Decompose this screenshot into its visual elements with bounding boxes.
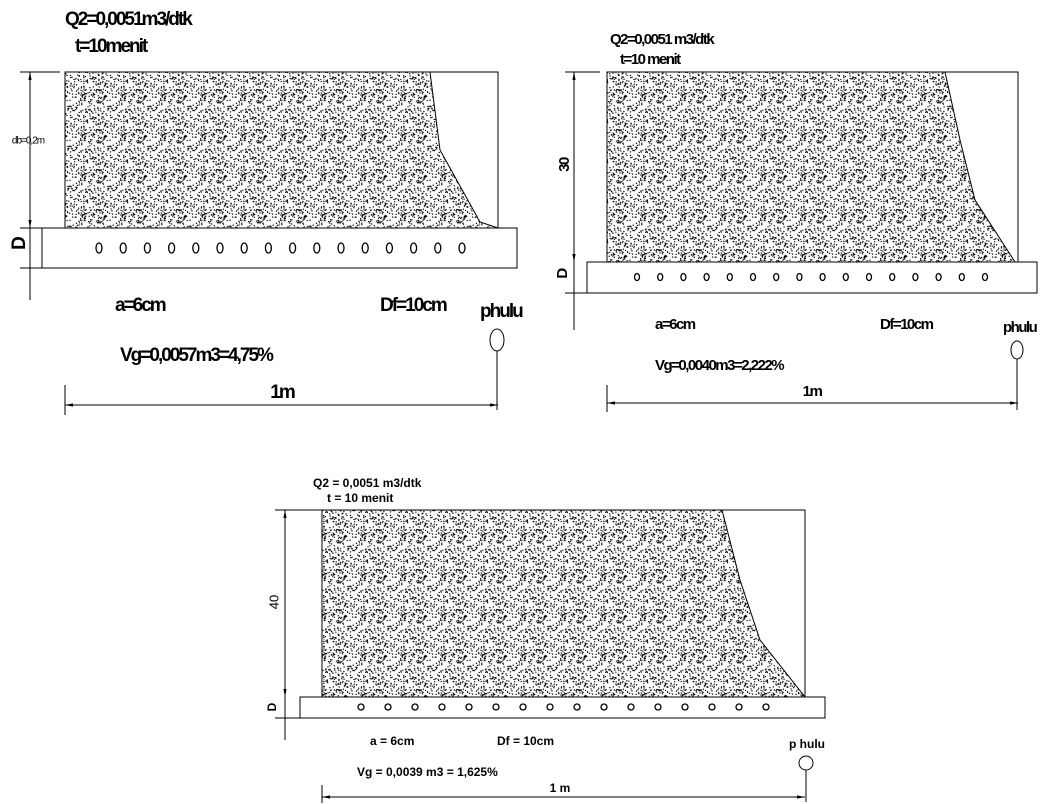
- shape: [361, 242, 369, 254]
- shape: [657, 272, 664, 282]
- shape: [773, 272, 780, 282]
- shape: [935, 272, 942, 282]
- shape: [264, 242, 273, 254]
- volume: Vg=0,0040m3=2,222%: [655, 357, 784, 374]
- shape: [409, 242, 418, 254]
- discharge: Q2=0,0051 m3/dtk: [610, 31, 715, 48]
- shape: [385, 242, 394, 254]
- piezometer: [1010, 340, 1024, 360]
- shape: [573, 703, 581, 711]
- time: t = 10 menit: [327, 491, 393, 505]
- volume: Vg=0,0057m3=4,75%: [120, 345, 274, 366]
- shape: [708, 703, 716, 711]
- shape: [680, 272, 687, 282]
- diameter: Df = 10cm: [497, 734, 554, 748]
- holes: [95, 242, 466, 254]
- upstream: p hulu: [789, 737, 825, 751]
- piezometer: [489, 328, 505, 352]
- shape: [465, 703, 473, 711]
- discharge: Q2 = 0,0051 m3/dtk: [313, 476, 422, 490]
- shape: [749, 272, 757, 282]
- pipe-label: D: [554, 268, 571, 279]
- diameter: Df=10cm: [380, 295, 447, 316]
- shape: [703, 272, 710, 282]
- height: db=0,2m: [12, 136, 45, 147]
- shape: [627, 703, 635, 711]
- sediment: [64, 71, 499, 229]
- pipe: [586, 261, 1038, 294]
- shape: [337, 242, 345, 254]
- shape: [313, 242, 321, 254]
- piezometer: [798, 755, 814, 771]
- volume: Vg = 0,0039 m3 = 1,625%: [357, 765, 498, 779]
- shape: [216, 242, 224, 254]
- shape: [411, 703, 419, 711]
- upstream: phulu: [480, 301, 523, 322]
- shape: [981, 272, 989, 282]
- shape: [546, 703, 554, 711]
- shape: [958, 272, 965, 282]
- shape: [492, 703, 500, 711]
- shape: [240, 242, 248, 254]
- holes: [633, 272, 989, 282]
- width: 1 m: [550, 781, 571, 795]
- time: t=10menit: [75, 36, 149, 57]
- shape: [288, 242, 297, 254]
- sediment: [321, 509, 807, 698]
- holes: [357, 703, 770, 711]
- panel: Q2 = 0,0051 m3/dtk t = 10 menit 40 D a =…: [265, 476, 826, 803]
- pipe-label: D: [265, 702, 279, 711]
- spacing: a=6cm: [115, 295, 166, 316]
- shape: [438, 703, 446, 711]
- pipe-label: D: [9, 237, 30, 250]
- shape: [458, 242, 466, 254]
- time: t=10 menit: [620, 51, 681, 68]
- diameter: Df=10cm: [880, 316, 934, 333]
- height: 40: [266, 595, 281, 609]
- shape: [143, 242, 152, 254]
- shape: [796, 272, 803, 282]
- shape: [384, 703, 392, 711]
- panel: Q2=0,0051m3/dtk t=10menit db=0,2m D a=6c…: [9, 9, 525, 415]
- shape: [633, 272, 641, 282]
- shape: [726, 272, 733, 282]
- shape: [434, 242, 442, 254]
- shape: [889, 272, 896, 282]
- width: 1m: [270, 382, 295, 403]
- shape: [167, 242, 176, 254]
- shape: [600, 703, 608, 711]
- sediment: [606, 71, 1016, 263]
- shape: [192, 242, 200, 254]
- shape: [519, 703, 527, 711]
- shape: [819, 272, 826, 282]
- upstream: phulu: [1003, 319, 1038, 336]
- shape: [654, 703, 662, 711]
- shape: [357, 703, 365, 711]
- pipe: [41, 227, 518, 269]
- spacing: a=6cm: [655, 316, 696, 333]
- shape: [842, 272, 849, 282]
- shape: [95, 242, 103, 254]
- shape: [681, 703, 689, 711]
- width: 1m: [803, 383, 823, 400]
- shape: [119, 242, 127, 254]
- height: 30: [556, 157, 573, 172]
- shape: [762, 703, 770, 711]
- shape: [912, 272, 919, 282]
- pipe: [299, 696, 826, 719]
- panel: Q2=0,0051 m3/dtk t=10 menit 30 D a=6cm D…: [554, 31, 1039, 412]
- discharge: Q2=0,0051m3/dtk: [65, 9, 193, 30]
- spacing: a = 6cm: [370, 734, 414, 748]
- shape: [735, 703, 743, 711]
- shape: [865, 272, 873, 282]
